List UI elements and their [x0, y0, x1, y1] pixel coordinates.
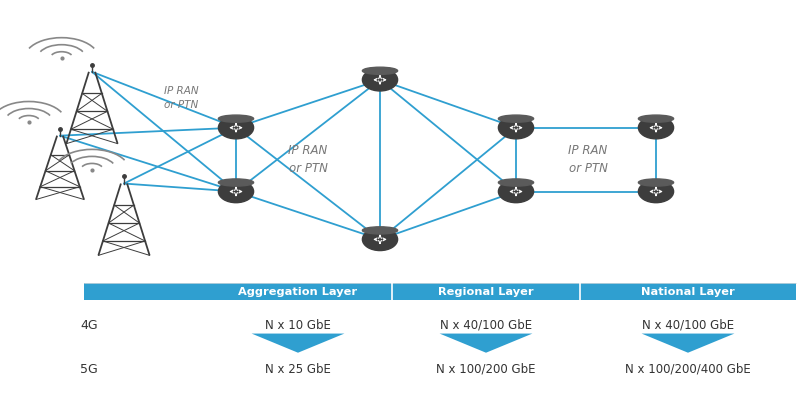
Ellipse shape	[498, 115, 534, 122]
Ellipse shape	[638, 115, 674, 122]
Ellipse shape	[362, 67, 398, 74]
Text: N x 25 GbE: N x 25 GbE	[265, 363, 331, 375]
Ellipse shape	[362, 69, 398, 91]
Ellipse shape	[362, 227, 398, 234]
Ellipse shape	[218, 180, 254, 203]
Text: N x 100/200 GbE: N x 100/200 GbE	[436, 363, 536, 375]
Text: IP RAN
or PTN: IP RAN or PTN	[164, 86, 198, 110]
Text: National Layer: National Layer	[641, 287, 735, 297]
Text: Regional Layer: Regional Layer	[438, 287, 534, 297]
Text: N x 40/100 GbE: N x 40/100 GbE	[440, 319, 532, 332]
FancyBboxPatch shape	[84, 283, 796, 300]
Ellipse shape	[218, 179, 254, 186]
Ellipse shape	[498, 179, 534, 186]
Text: IP RAN
or PTN: IP RAN or PTN	[568, 144, 608, 175]
Ellipse shape	[362, 228, 398, 251]
Ellipse shape	[498, 180, 534, 203]
Text: N x 10 GbE: N x 10 GbE	[265, 319, 331, 332]
Text: 4G: 4G	[80, 319, 98, 332]
Ellipse shape	[638, 180, 674, 203]
Ellipse shape	[638, 179, 674, 186]
Ellipse shape	[218, 115, 254, 122]
Ellipse shape	[218, 117, 254, 139]
Text: N x 40/100 GbE: N x 40/100 GbE	[642, 319, 734, 332]
Text: 5G: 5G	[80, 363, 98, 375]
Polygon shape	[642, 334, 734, 353]
Ellipse shape	[498, 117, 534, 139]
Ellipse shape	[638, 117, 674, 139]
Text: Aggregation Layer: Aggregation Layer	[238, 287, 358, 297]
Polygon shape	[251, 334, 344, 353]
Text: IP RAN
or PTN: IP RAN or PTN	[288, 144, 328, 175]
Text: N x 100/200/400 GbE: N x 100/200/400 GbE	[625, 363, 751, 375]
Polygon shape	[439, 334, 533, 353]
